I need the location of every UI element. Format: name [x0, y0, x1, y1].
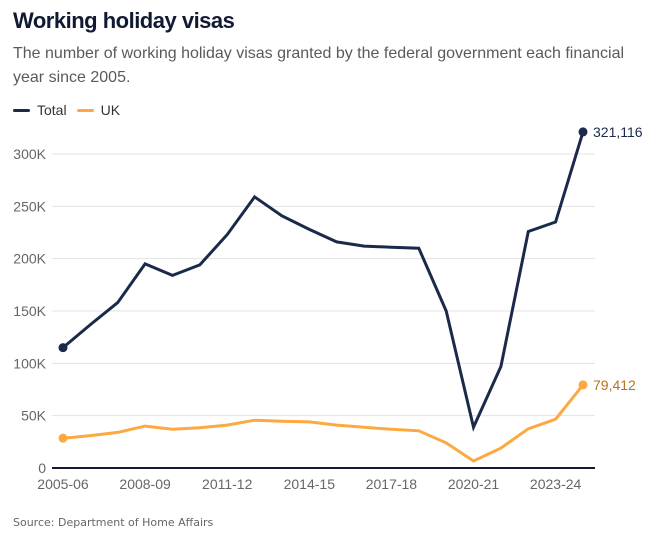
legend-item-uk: UK: [76, 102, 121, 118]
x-tick-label: 2023-24: [530, 476, 582, 492]
series-end-label-uk: 79,412: [593, 377, 636, 393]
chart-title: Working holiday visas: [13, 8, 235, 33]
x-tick-label: 2005-06: [37, 476, 89, 492]
y-tick-label: 200K: [13, 251, 46, 267]
legend-label-uk: UK: [100, 102, 121, 118]
y-tick-label: 0: [38, 460, 46, 476]
x-tick-label: 2011-12: [202, 476, 253, 492]
y-tick-label: 250K: [13, 198, 46, 214]
y-tick-label: 300K: [13, 146, 46, 162]
legend: Total UK: [13, 102, 130, 118]
series-line-uk: [61, 383, 585, 463]
y-tick-label: 100K: [13, 355, 46, 371]
x-tick-label: 2017-18: [366, 476, 418, 492]
series-start-dot-total: [58, 343, 68, 353]
chart-subtitle: The number of working holiday visas gran…: [13, 45, 625, 86]
series-start-dot-uk: [58, 433, 68, 443]
series-line-total: [61, 130, 585, 432]
legend-label-total: Total: [37, 102, 67, 118]
y-tick-label: 50K: [21, 408, 47, 424]
series-end-dot-total: [578, 127, 588, 137]
legend-item-total: Total: [13, 102, 67, 118]
x-tick-label: 2014-15: [284, 476, 336, 492]
x-tick-label: 2008-09: [119, 476, 171, 492]
legend-swatch-uk: [76, 108, 94, 112]
series-end-label-total: 321,116: [593, 124, 643, 140]
x-tick-label: 2020-21: [448, 476, 500, 492]
source-note: Source: Department of Home Affairs: [13, 516, 214, 529]
series-end-dot-uk: [578, 380, 588, 390]
y-tick-label: 150K: [13, 303, 46, 319]
legend-swatch-total: [13, 108, 30, 112]
